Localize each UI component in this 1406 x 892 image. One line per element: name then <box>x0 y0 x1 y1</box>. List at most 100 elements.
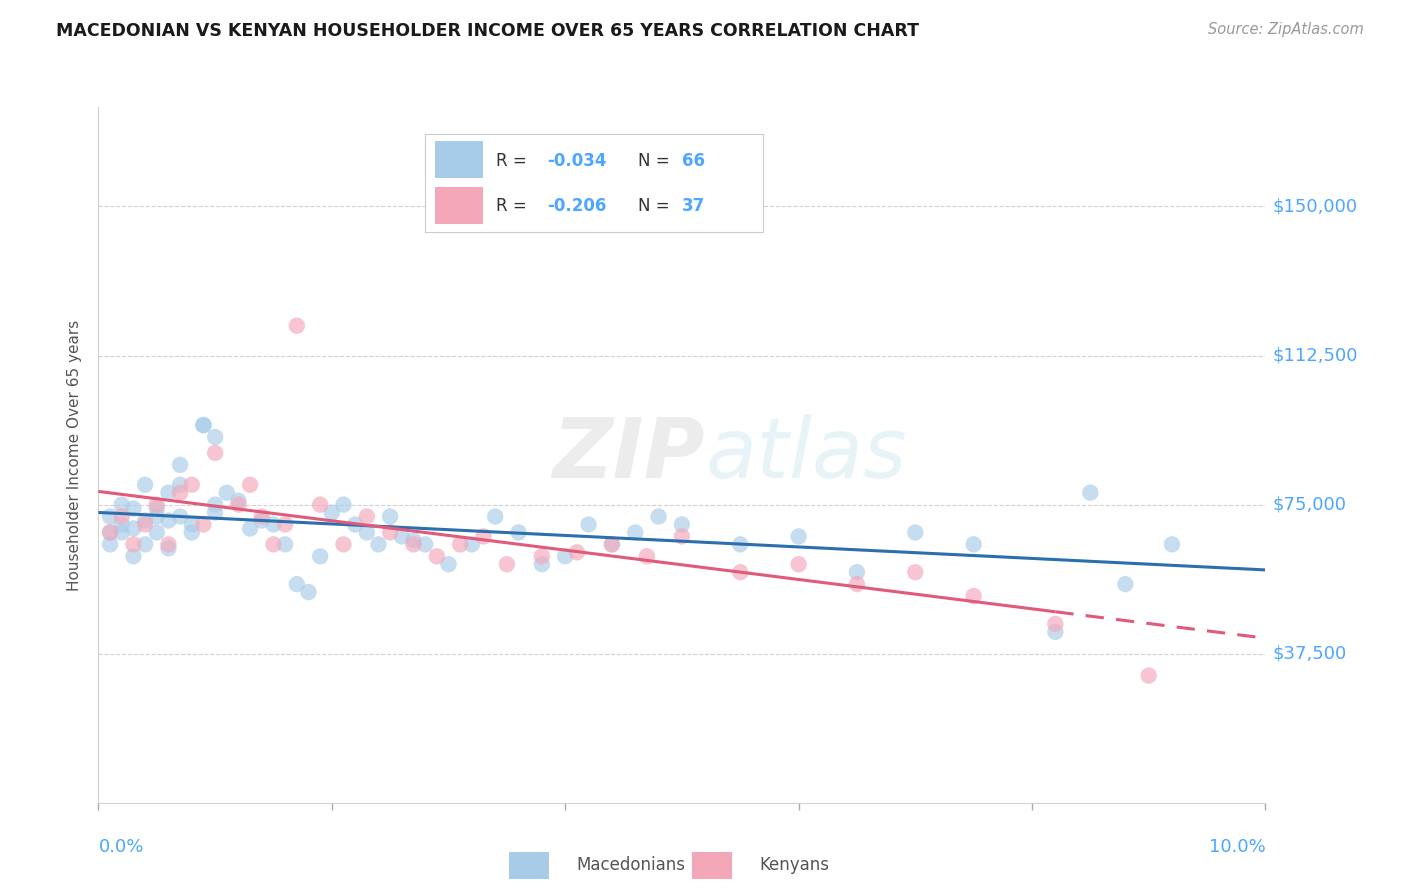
Text: N =: N = <box>638 197 675 215</box>
Point <box>228 493 250 508</box>
Point <box>449 537 471 551</box>
Point <box>111 525 134 540</box>
Point <box>1137 668 1160 682</box>
Point <box>378 509 402 524</box>
Point <box>647 509 669 524</box>
Point <box>461 537 484 551</box>
Point <box>180 517 202 532</box>
Point <box>204 446 226 460</box>
Point <box>554 549 576 564</box>
Point <box>787 529 810 543</box>
Point <box>1045 616 1067 631</box>
Point <box>1114 577 1136 591</box>
Point <box>472 529 495 543</box>
Text: 66: 66 <box>682 152 704 169</box>
Point <box>845 565 868 579</box>
Point <box>367 537 389 551</box>
Text: Source: ZipAtlas.com: Source: ZipAtlas.com <box>1208 22 1364 37</box>
Text: R =: R = <box>496 152 531 169</box>
Point <box>204 498 226 512</box>
Point <box>426 549 449 564</box>
Point <box>98 537 121 551</box>
Point <box>169 485 191 500</box>
Point <box>111 498 134 512</box>
Text: $150,000: $150,000 <box>1272 197 1358 216</box>
Point <box>402 533 425 548</box>
Point <box>239 521 262 535</box>
Point <box>274 537 297 551</box>
Point <box>344 517 367 532</box>
Point <box>204 506 226 520</box>
Point <box>402 537 425 551</box>
Point <box>134 477 156 491</box>
Point <box>530 549 553 564</box>
Point <box>495 558 517 572</box>
Point <box>297 585 319 599</box>
Text: R =: R = <box>496 197 531 215</box>
Point <box>285 577 308 591</box>
Point <box>1161 537 1184 551</box>
Point <box>169 477 191 491</box>
Point <box>134 537 156 551</box>
Point <box>157 485 180 500</box>
Text: $37,500: $37,500 <box>1272 645 1347 663</box>
Point <box>600 537 623 551</box>
Point <box>728 537 751 551</box>
Point <box>134 517 156 532</box>
Point <box>193 418 215 433</box>
Point <box>215 485 238 500</box>
Point <box>98 525 121 540</box>
Point <box>157 541 180 556</box>
Point <box>413 537 436 551</box>
Point <box>250 509 273 524</box>
Point <box>845 577 868 591</box>
Point <box>98 525 121 540</box>
Text: N =: N = <box>638 152 675 169</box>
Point <box>228 498 250 512</box>
Point <box>193 418 215 433</box>
Text: MACEDONIAN VS KENYAN HOUSEHOLDER INCOME OVER 65 YEARS CORRELATION CHART: MACEDONIAN VS KENYAN HOUSEHOLDER INCOME … <box>56 22 920 40</box>
Point <box>204 430 226 444</box>
Point <box>636 549 658 564</box>
Point <box>309 498 332 512</box>
Point <box>356 509 378 524</box>
Point <box>332 498 354 512</box>
Point <box>356 525 378 540</box>
Bar <box>436 141 482 178</box>
Point <box>962 537 984 551</box>
Point <box>274 517 297 532</box>
Point <box>437 558 460 572</box>
Point <box>262 537 284 551</box>
Point <box>904 525 927 540</box>
Point <box>157 514 180 528</box>
Point <box>180 477 202 491</box>
Point <box>904 565 927 579</box>
Point <box>1045 624 1067 639</box>
Point <box>484 509 506 524</box>
Y-axis label: Householder Income Over 65 years: Householder Income Over 65 years <box>67 319 83 591</box>
Point <box>391 529 413 543</box>
Point <box>321 506 343 520</box>
Point <box>157 537 180 551</box>
Point <box>332 537 354 551</box>
Point <box>193 517 215 532</box>
Point <box>962 589 984 603</box>
Point <box>671 517 693 532</box>
Bar <box>436 187 482 225</box>
Point <box>134 514 156 528</box>
Text: -0.034: -0.034 <box>547 152 606 169</box>
Text: -0.206: -0.206 <box>547 197 606 215</box>
Point <box>180 525 202 540</box>
Point <box>169 509 191 524</box>
Text: Macedonians: Macedonians <box>576 856 686 874</box>
Text: Kenyans: Kenyans <box>759 856 830 874</box>
Point <box>728 565 751 579</box>
Point <box>378 525 402 540</box>
Point <box>122 501 145 516</box>
Text: $112,500: $112,500 <box>1272 346 1358 365</box>
Point <box>98 509 121 524</box>
Text: 0.0%: 0.0% <box>98 838 143 856</box>
Point <box>146 525 169 540</box>
Point <box>508 525 530 540</box>
Point <box>565 545 588 559</box>
